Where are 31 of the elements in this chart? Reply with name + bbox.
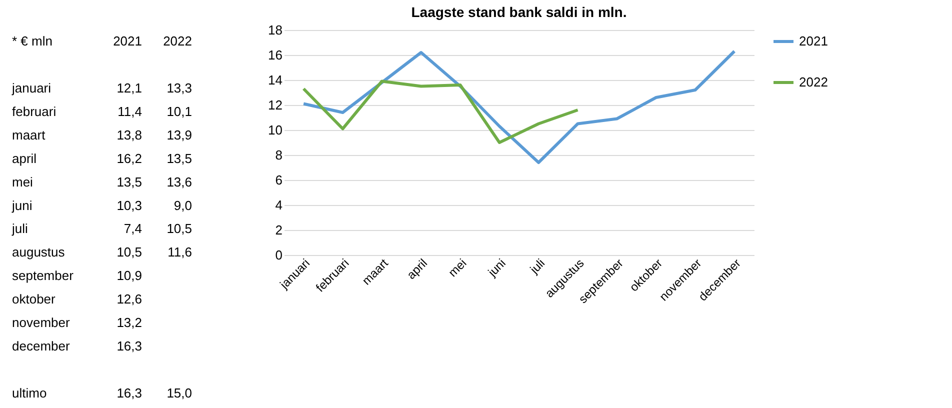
text: december 16,3 xyxy=(12,338,142,354)
text: februari 11,4 10,1 xyxy=(12,104,192,120)
y-tick-label: 4 xyxy=(275,198,282,212)
text: september 10,9 xyxy=(12,268,142,284)
text: augustus 10,5 11,6 xyxy=(12,244,192,260)
y-tick-label: 14 xyxy=(268,72,282,88)
line-series xyxy=(302,80,580,144)
text: ultimo 16,3 15,0 xyxy=(12,385,192,400)
y-tick-label: 10 xyxy=(268,122,282,138)
legend-label: 2021 xyxy=(799,34,828,48)
text: november 13,2 xyxy=(12,314,142,330)
y-tick-label: 16 xyxy=(268,48,282,62)
text: juni 10,3 9,0 xyxy=(12,198,192,213)
text: april 16,2 13,5 xyxy=(12,150,192,166)
text: mei 13,5 13,6 xyxy=(12,174,192,190)
text: * € mln 2021 2022 xyxy=(12,34,192,49)
y-tick-label: 18 xyxy=(268,22,282,38)
y-tick-label: 2 xyxy=(275,222,282,238)
chart-title: Laagste stand bank saldi in mln. xyxy=(411,4,627,20)
x-tick-label: mei xyxy=(446,256,470,280)
text: oktober 12,6 xyxy=(12,292,142,307)
y-tick-label: 8 xyxy=(275,148,282,162)
y-tick-label: 0 xyxy=(275,248,282,262)
line-series xyxy=(302,50,736,164)
x-tick-label: juli xyxy=(526,256,548,278)
y-tick-label: 6 xyxy=(275,172,282,188)
legend-label: 2022 xyxy=(799,74,828,90)
text: maart 13,8 13,9 xyxy=(12,127,192,142)
text: januari 12,1 13,3 xyxy=(12,80,192,96)
y-tick-label: 12 xyxy=(268,98,282,112)
text: juli 7,4 10,5 xyxy=(12,221,192,236)
